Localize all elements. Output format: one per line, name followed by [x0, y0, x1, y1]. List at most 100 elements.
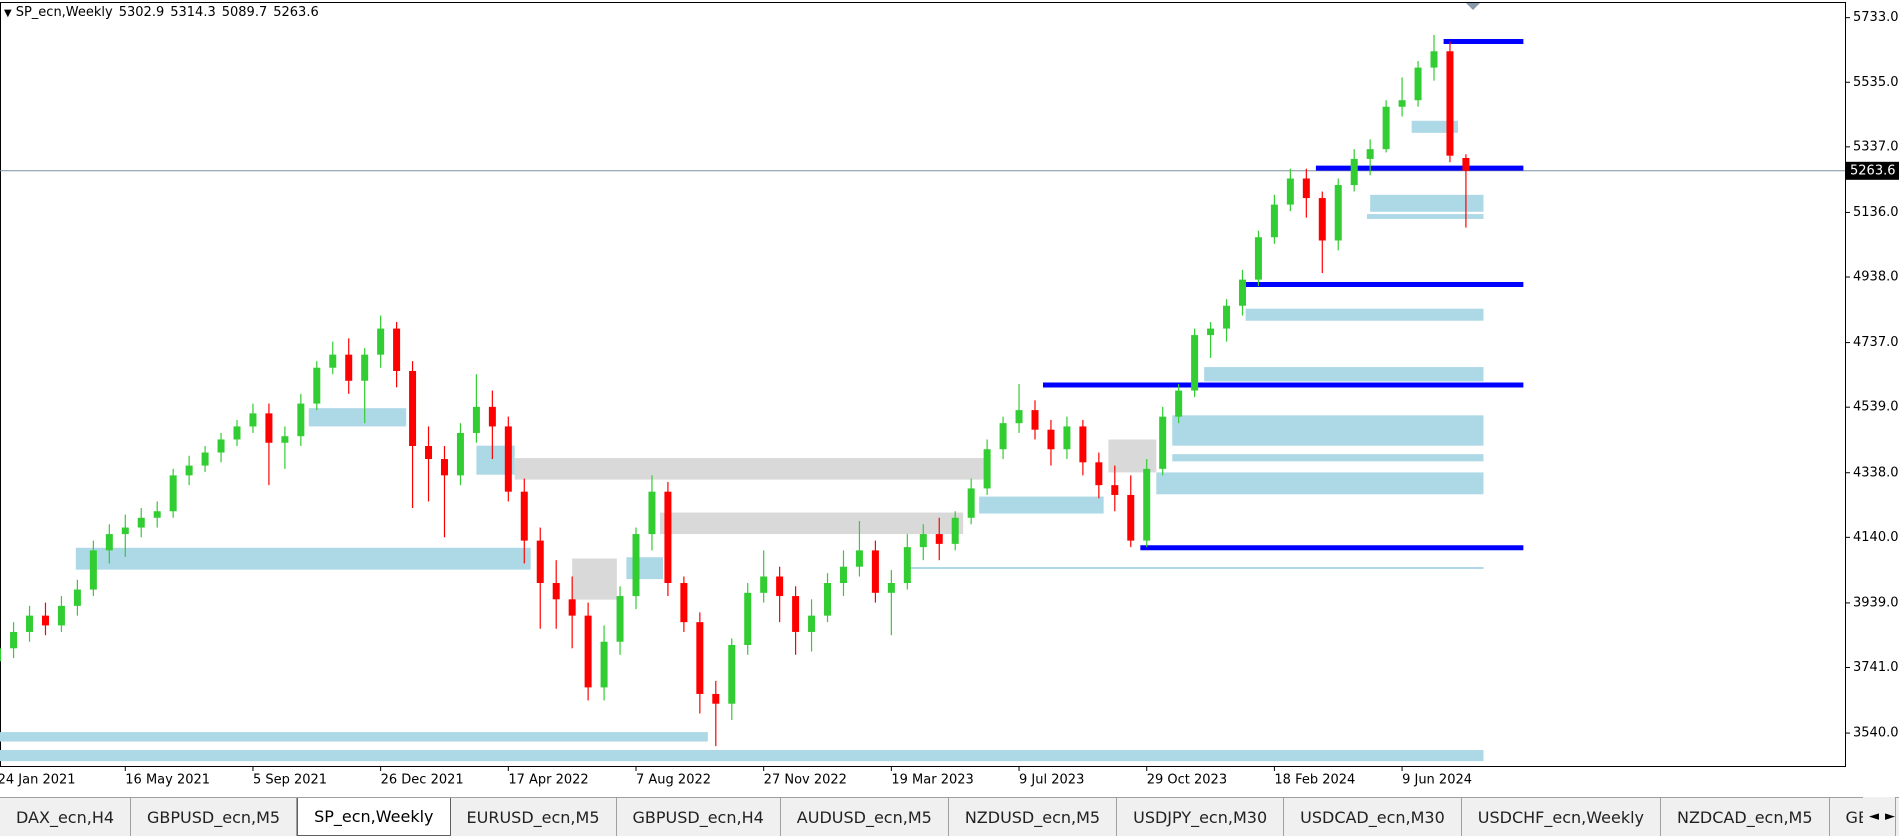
candle-body — [73, 589, 81, 606]
candle-body — [792, 596, 800, 632]
zone — [1172, 415, 1484, 446]
candle-body — [233, 426, 241, 440]
candle-body — [1238, 279, 1246, 306]
chart-header: ▼ SP_ecn,Weekly 5302.9 5314.3 5089.7 5263.6 — [4, 5, 325, 20]
y-tick-label: 5337.0 — [1853, 139, 1899, 154]
zone — [979, 496, 1104, 514]
y-tick-label: 4338.0 — [1853, 465, 1899, 480]
candle-body — [1462, 157, 1470, 171]
candle-body — [1350, 158, 1358, 186]
candle-body — [201, 452, 209, 466]
candle-body — [89, 550, 97, 590]
candle-body — [584, 615, 592, 688]
zone — [0, 732, 708, 742]
candle-body — [1047, 429, 1055, 450]
candle-body — [1270, 204, 1278, 238]
candle-body — [696, 622, 704, 694]
candle-body — [1382, 106, 1390, 150]
scroll-left[interactable]: ◄ — [1869, 808, 1879, 824]
symbol-tab[interactable]: GBPUSD_ecn,H4 — [617, 798, 781, 836]
symbol-tab[interactable]: SP_ecn,Weekly — [297, 798, 451, 836]
zone — [1245, 308, 1484, 321]
candle-body — [600, 641, 608, 688]
candle-body — [1191, 335, 1199, 391]
symbol-tab[interactable]: GBPUSD_ecn,M5 — [131, 798, 298, 836]
symbol-tab[interactable]: USDCAD_ecn,M30 — [1284, 798, 1462, 836]
chart: 3540.0 3741.0 3939.0 4140.0 4338.0 4539.0 4737… — [0, 2, 1899, 788]
symbol-tab[interactable]: USDCHF_ecn,Weekly — [1462, 798, 1661, 836]
candle-body — [217, 439, 225, 453]
y-tick-label: 3939.0 — [1853, 595, 1899, 610]
x-tick-label: 24 Jan 2021 — [0, 773, 76, 788]
ohlc-close: 5263.6 — [273, 5, 319, 20]
symbol-tab[interactable]: DAX_ecn,H4 — [0, 798, 132, 836]
zone — [1172, 454, 1484, 462]
candle-body — [1318, 198, 1326, 241]
zone — [514, 458, 988, 480]
candle-body — [824, 583, 832, 616]
candle-body — [744, 592, 752, 645]
scroll-right[interactable]: ► — [1885, 808, 1895, 824]
candle-body — [808, 615, 816, 632]
y-tick-label: 5136.0 — [1853, 205, 1899, 220]
candle-body — [1031, 410, 1039, 430]
zone — [1370, 194, 1484, 212]
candle-body — [297, 403, 305, 437]
zone — [1108, 439, 1157, 473]
zone — [572, 558, 617, 600]
symbol-tab[interactable]: NZDCAD_ecn,M5 — [1661, 798, 1830, 836]
candle-body — [648, 491, 656, 535]
candle-body — [26, 615, 34, 632]
price-label-bg — [1846, 161, 1899, 180]
candle-body — [393, 328, 401, 371]
symbol-tab[interactable]: USDJPY_ecn,M30 — [1117, 798, 1285, 836]
candle-body — [329, 354, 337, 368]
x-tick-label: 16 May 2021 — [125, 773, 210, 788]
candle-body — [871, 550, 879, 593]
candle-body — [552, 583, 560, 600]
candle-body — [249, 413, 257, 427]
x-tick-label: 19 Mar 2023 — [891, 773, 973, 788]
candle-body — [919, 534, 927, 548]
candle-body — [1334, 185, 1342, 241]
y-tick-label: 5535.0 — [1853, 75, 1899, 90]
candle-body — [712, 693, 720, 704]
candle-body — [520, 491, 528, 541]
symbol-tab[interactable]: EURUSD_ecn,M5 — [451, 798, 617, 836]
candle-body — [1079, 426, 1087, 463]
candle-body — [105, 534, 113, 551]
x-tick-label: 26 Dec 2021 — [381, 773, 464, 788]
candle-body — [839, 566, 847, 584]
symbol-tab[interactable]: AUDUSD_ecn,M5 — [781, 798, 949, 836]
x-tick-label: 5 Sep 2021 — [253, 773, 327, 788]
x-tick-label: 18 Feb 2024 — [1274, 773, 1355, 788]
x-tick-label: 17 Apr 2022 — [508, 773, 588, 788]
candle-body — [281, 436, 289, 443]
candle-body — [456, 432, 464, 476]
candle-body — [472, 406, 480, 433]
candle-body — [568, 599, 576, 616]
candle-body — [409, 370, 417, 447]
candle-body — [664, 491, 672, 584]
candle-body — [1143, 468, 1151, 541]
x-tick-label: 9 Jun 2024 — [1402, 773, 1472, 788]
candle-body — [728, 644, 736, 704]
candle-body — [760, 576, 768, 593]
y-tick-label: 3741.0 — [1853, 660, 1899, 675]
candle-body — [1398, 100, 1406, 107]
candle-body — [313, 367, 321, 404]
candle-body — [1207, 328, 1215, 336]
candle-body — [41, 615, 49, 626]
symbol-tab[interactable]: NZDUSD_ecn,M5 — [949, 798, 1118, 836]
candle-body — [1366, 149, 1374, 159]
candle-body — [1159, 416, 1167, 469]
zone — [1156, 472, 1484, 495]
candle-body — [137, 517, 145, 528]
candle-body — [153, 511, 161, 518]
candle-body — [488, 406, 496, 427]
candle-body — [1111, 485, 1119, 495]
candle-body — [361, 354, 369, 381]
zone — [907, 567, 1484, 569]
zone — [0, 750, 1484, 762]
